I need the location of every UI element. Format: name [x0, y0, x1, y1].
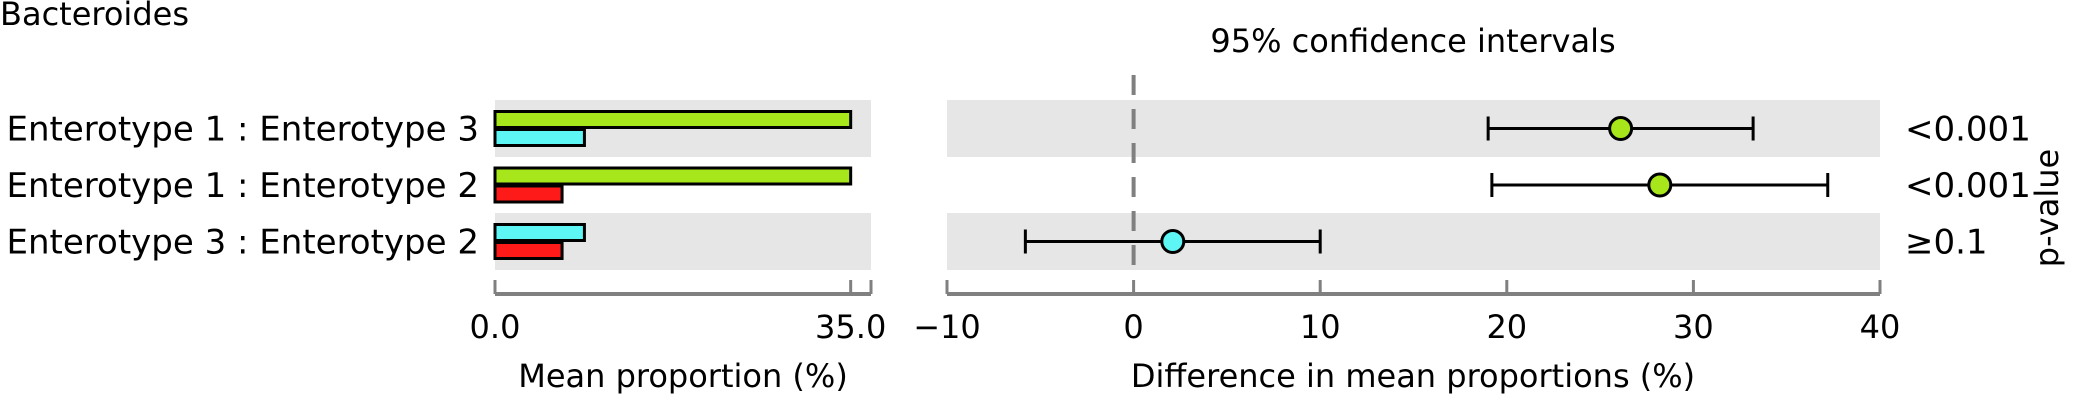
left-axis-label: Mean proportion (%) [518, 357, 848, 395]
row-label: Enterotype 1 : Enterotype 3 [7, 110, 479, 150]
chart-title: Bacteroides [0, 0, 189, 33]
pvalue-label: <0.001 [1905, 166, 2031, 206]
diff-point [1160, 229, 1186, 254]
bar [493, 241, 564, 260]
bar [493, 110, 853, 129]
right-axis-label: Difference in mean proportions (%) [1131, 357, 1695, 395]
diff-point [1608, 116, 1634, 141]
right-tick-label: 40 [1860, 308, 1901, 346]
marks-layer: Enterotype 1 : Enterotype 3 <0.001 Enterot… [7, 110, 2031, 263]
row-label: Enterotype 3 : Enterotype 2 [7, 223, 479, 263]
pvalue-axis-label: p-value [2028, 149, 2066, 267]
bar [493, 184, 564, 204]
pvalue-label: ≥0.1 [1905, 223, 1988, 263]
bar [493, 223, 586, 242]
left-tick-label: 0.0 [470, 308, 521, 346]
left-tick-label: 35.0 [815, 308, 886, 346]
right-tick-label: 10 [1300, 308, 1341, 346]
right-tick-label: 0 [1123, 308, 1143, 346]
bar [493, 166, 853, 186]
axes-layer: 0.0 35.0 −10 0 10 20 30 40 [470, 75, 1901, 346]
right-tick-label: −10 [913, 308, 981, 346]
right-tick-label: 20 [1486, 308, 1527, 346]
right-tick-label: 30 [1673, 308, 1714, 346]
ci-title: 95% confidence intervals [1210, 22, 1615, 60]
row-label: Enterotype 1 : Enterotype 2 [7, 166, 479, 206]
bar [493, 128, 586, 147]
diff-point [1647, 172, 1673, 198]
pvalue-label: <0.001 [1905, 110, 2031, 150]
